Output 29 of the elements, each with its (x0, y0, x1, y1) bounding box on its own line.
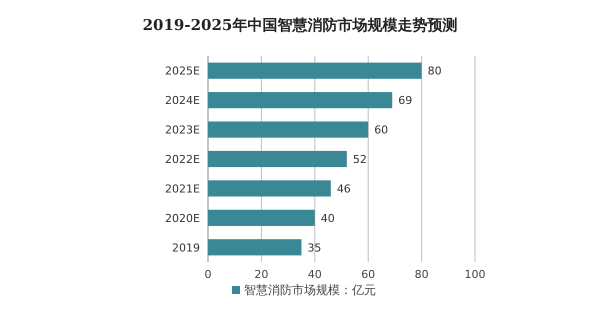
y-tick-label: 2022E (165, 153, 200, 166)
x-tick-label: 20 (254, 268, 268, 281)
data-label: 69 (398, 94, 412, 108)
bar (208, 150, 347, 168)
y-tick-label: 2023E (165, 124, 200, 137)
x-tick-label: 80 (414, 268, 429, 281)
data-label: 40 (320, 212, 335, 225)
chart-title: 2019-2025年中国智慧消防市场规模走势预测 (142, 16, 458, 34)
legend-label: 智慧消防市场规模：亿元 (244, 283, 376, 297)
y-tick-label: 2020E (165, 212, 200, 225)
bar (208, 92, 392, 108)
x-tick-label: 60 (361, 268, 376, 281)
bar (208, 210, 315, 226)
y-tick-label: 2019 (172, 241, 200, 254)
x-tick-label: 100 (464, 268, 486, 281)
data-label: 80 (428, 64, 442, 78)
y-tick-label: 2021E (165, 182, 200, 196)
bar (208, 239, 302, 256)
data-label: 35 (307, 241, 322, 254)
x-tick-label: 0 (204, 268, 212, 281)
y-tick-label: 2024E (165, 94, 200, 108)
data-label: 52 (352, 153, 367, 166)
data-label: 60 (374, 124, 388, 137)
data-label: 46 (336, 182, 351, 196)
bar (208, 180, 331, 197)
bar (208, 121, 368, 138)
y-tick-label: 2025E (165, 64, 200, 78)
x-tick-label: 40 (308, 268, 322, 281)
bar (208, 62, 422, 79)
